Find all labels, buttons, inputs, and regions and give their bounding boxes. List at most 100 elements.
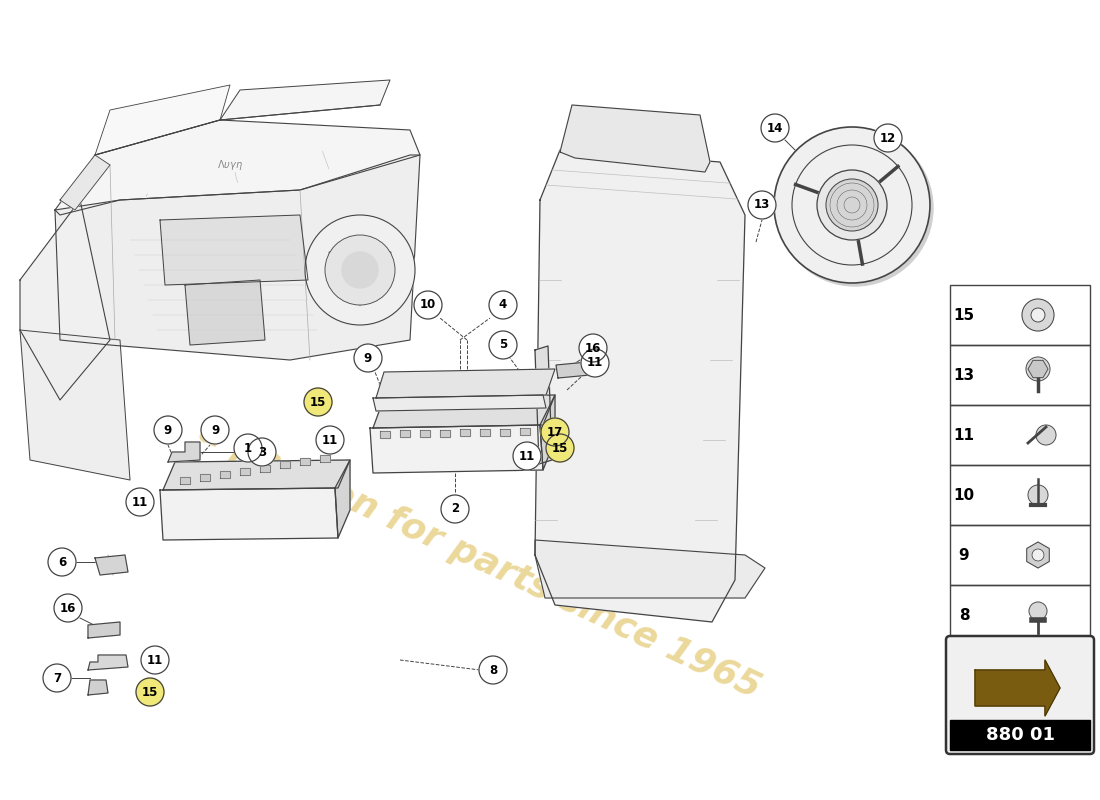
Text: 14: 14	[767, 122, 783, 134]
Circle shape	[1032, 549, 1044, 561]
Polygon shape	[60, 155, 110, 210]
Text: 9: 9	[164, 423, 172, 437]
Polygon shape	[379, 430, 390, 438]
Polygon shape	[95, 85, 230, 155]
Text: 3: 3	[257, 446, 266, 458]
Text: 7: 7	[53, 671, 62, 685]
Circle shape	[324, 235, 395, 305]
Text: 9: 9	[211, 423, 219, 437]
Polygon shape	[88, 655, 128, 670]
Text: 6: 6	[58, 555, 66, 569]
Circle shape	[1026, 357, 1050, 381]
Text: 11: 11	[587, 357, 603, 370]
Polygon shape	[280, 462, 290, 469]
Text: 9: 9	[364, 351, 372, 365]
FancyBboxPatch shape	[946, 636, 1094, 754]
Polygon shape	[370, 425, 543, 473]
Circle shape	[141, 646, 169, 674]
Polygon shape	[520, 428, 530, 435]
Polygon shape	[535, 150, 745, 622]
Text: 9: 9	[959, 547, 969, 562]
Circle shape	[126, 488, 154, 516]
Circle shape	[490, 291, 517, 319]
Polygon shape	[400, 430, 410, 438]
Circle shape	[305, 215, 415, 325]
Bar	[950, 465, 1090, 525]
Circle shape	[478, 656, 507, 684]
Polygon shape	[300, 458, 310, 466]
Polygon shape	[220, 471, 230, 478]
Text: 5: 5	[499, 338, 507, 351]
Polygon shape	[373, 395, 546, 411]
Polygon shape	[180, 478, 190, 485]
Text: 12: 12	[880, 131, 896, 145]
Polygon shape	[540, 395, 556, 470]
Circle shape	[513, 442, 541, 470]
Circle shape	[1028, 602, 1047, 620]
Polygon shape	[260, 465, 270, 472]
Text: 13: 13	[754, 198, 770, 211]
Circle shape	[817, 170, 887, 240]
Polygon shape	[168, 442, 200, 462]
Polygon shape	[420, 430, 430, 437]
Text: 8: 8	[488, 663, 497, 677]
Text: 15: 15	[310, 395, 327, 409]
Text: 11: 11	[954, 427, 975, 442]
Circle shape	[748, 191, 775, 219]
Polygon shape	[163, 460, 350, 490]
Polygon shape	[20, 330, 130, 480]
Text: 10: 10	[954, 487, 975, 502]
Circle shape	[826, 179, 878, 231]
Polygon shape	[373, 395, 556, 428]
Bar	[950, 585, 1090, 645]
Bar	[950, 285, 1090, 345]
Polygon shape	[500, 429, 510, 436]
Polygon shape	[88, 680, 108, 695]
Circle shape	[546, 434, 574, 462]
Circle shape	[490, 331, 517, 359]
Polygon shape	[1028, 360, 1048, 378]
Circle shape	[248, 438, 276, 466]
Text: 4: 4	[499, 298, 507, 311]
Polygon shape	[160, 488, 338, 540]
Circle shape	[1028, 485, 1048, 505]
Circle shape	[579, 334, 607, 362]
Circle shape	[54, 594, 82, 622]
Text: $\Lambda\upsilon\gamma\eta$: $\Lambda\upsilon\gamma\eta$	[217, 158, 243, 172]
Text: 15: 15	[552, 442, 569, 454]
Text: a passion for parts since 1965: a passion for parts since 1965	[194, 414, 766, 706]
Text: 11: 11	[519, 450, 535, 462]
Circle shape	[874, 124, 902, 152]
Circle shape	[774, 127, 930, 283]
Text: 15: 15	[954, 307, 975, 322]
Circle shape	[414, 291, 442, 319]
Text: 13: 13	[954, 367, 975, 382]
Polygon shape	[55, 155, 420, 360]
Polygon shape	[160, 215, 308, 285]
Polygon shape	[55, 120, 420, 215]
Polygon shape	[88, 622, 120, 638]
Text: 10: 10	[420, 298, 436, 311]
Text: 2: 2	[451, 502, 459, 515]
Circle shape	[43, 664, 72, 692]
Circle shape	[304, 388, 332, 416]
Polygon shape	[376, 369, 556, 398]
Polygon shape	[480, 429, 490, 436]
Polygon shape	[336, 460, 350, 538]
Bar	[950, 345, 1090, 405]
Text: 880 01: 880 01	[986, 726, 1055, 744]
Polygon shape	[556, 362, 590, 378]
Circle shape	[354, 344, 382, 372]
Circle shape	[441, 495, 469, 523]
Circle shape	[581, 349, 609, 377]
Bar	[950, 525, 1090, 585]
Circle shape	[1022, 299, 1054, 331]
Polygon shape	[185, 280, 265, 345]
Circle shape	[154, 416, 182, 444]
Polygon shape	[440, 430, 450, 437]
Polygon shape	[320, 455, 330, 462]
Polygon shape	[560, 105, 710, 172]
Circle shape	[1031, 308, 1045, 322]
Circle shape	[541, 418, 569, 446]
Text: 15: 15	[142, 686, 158, 698]
